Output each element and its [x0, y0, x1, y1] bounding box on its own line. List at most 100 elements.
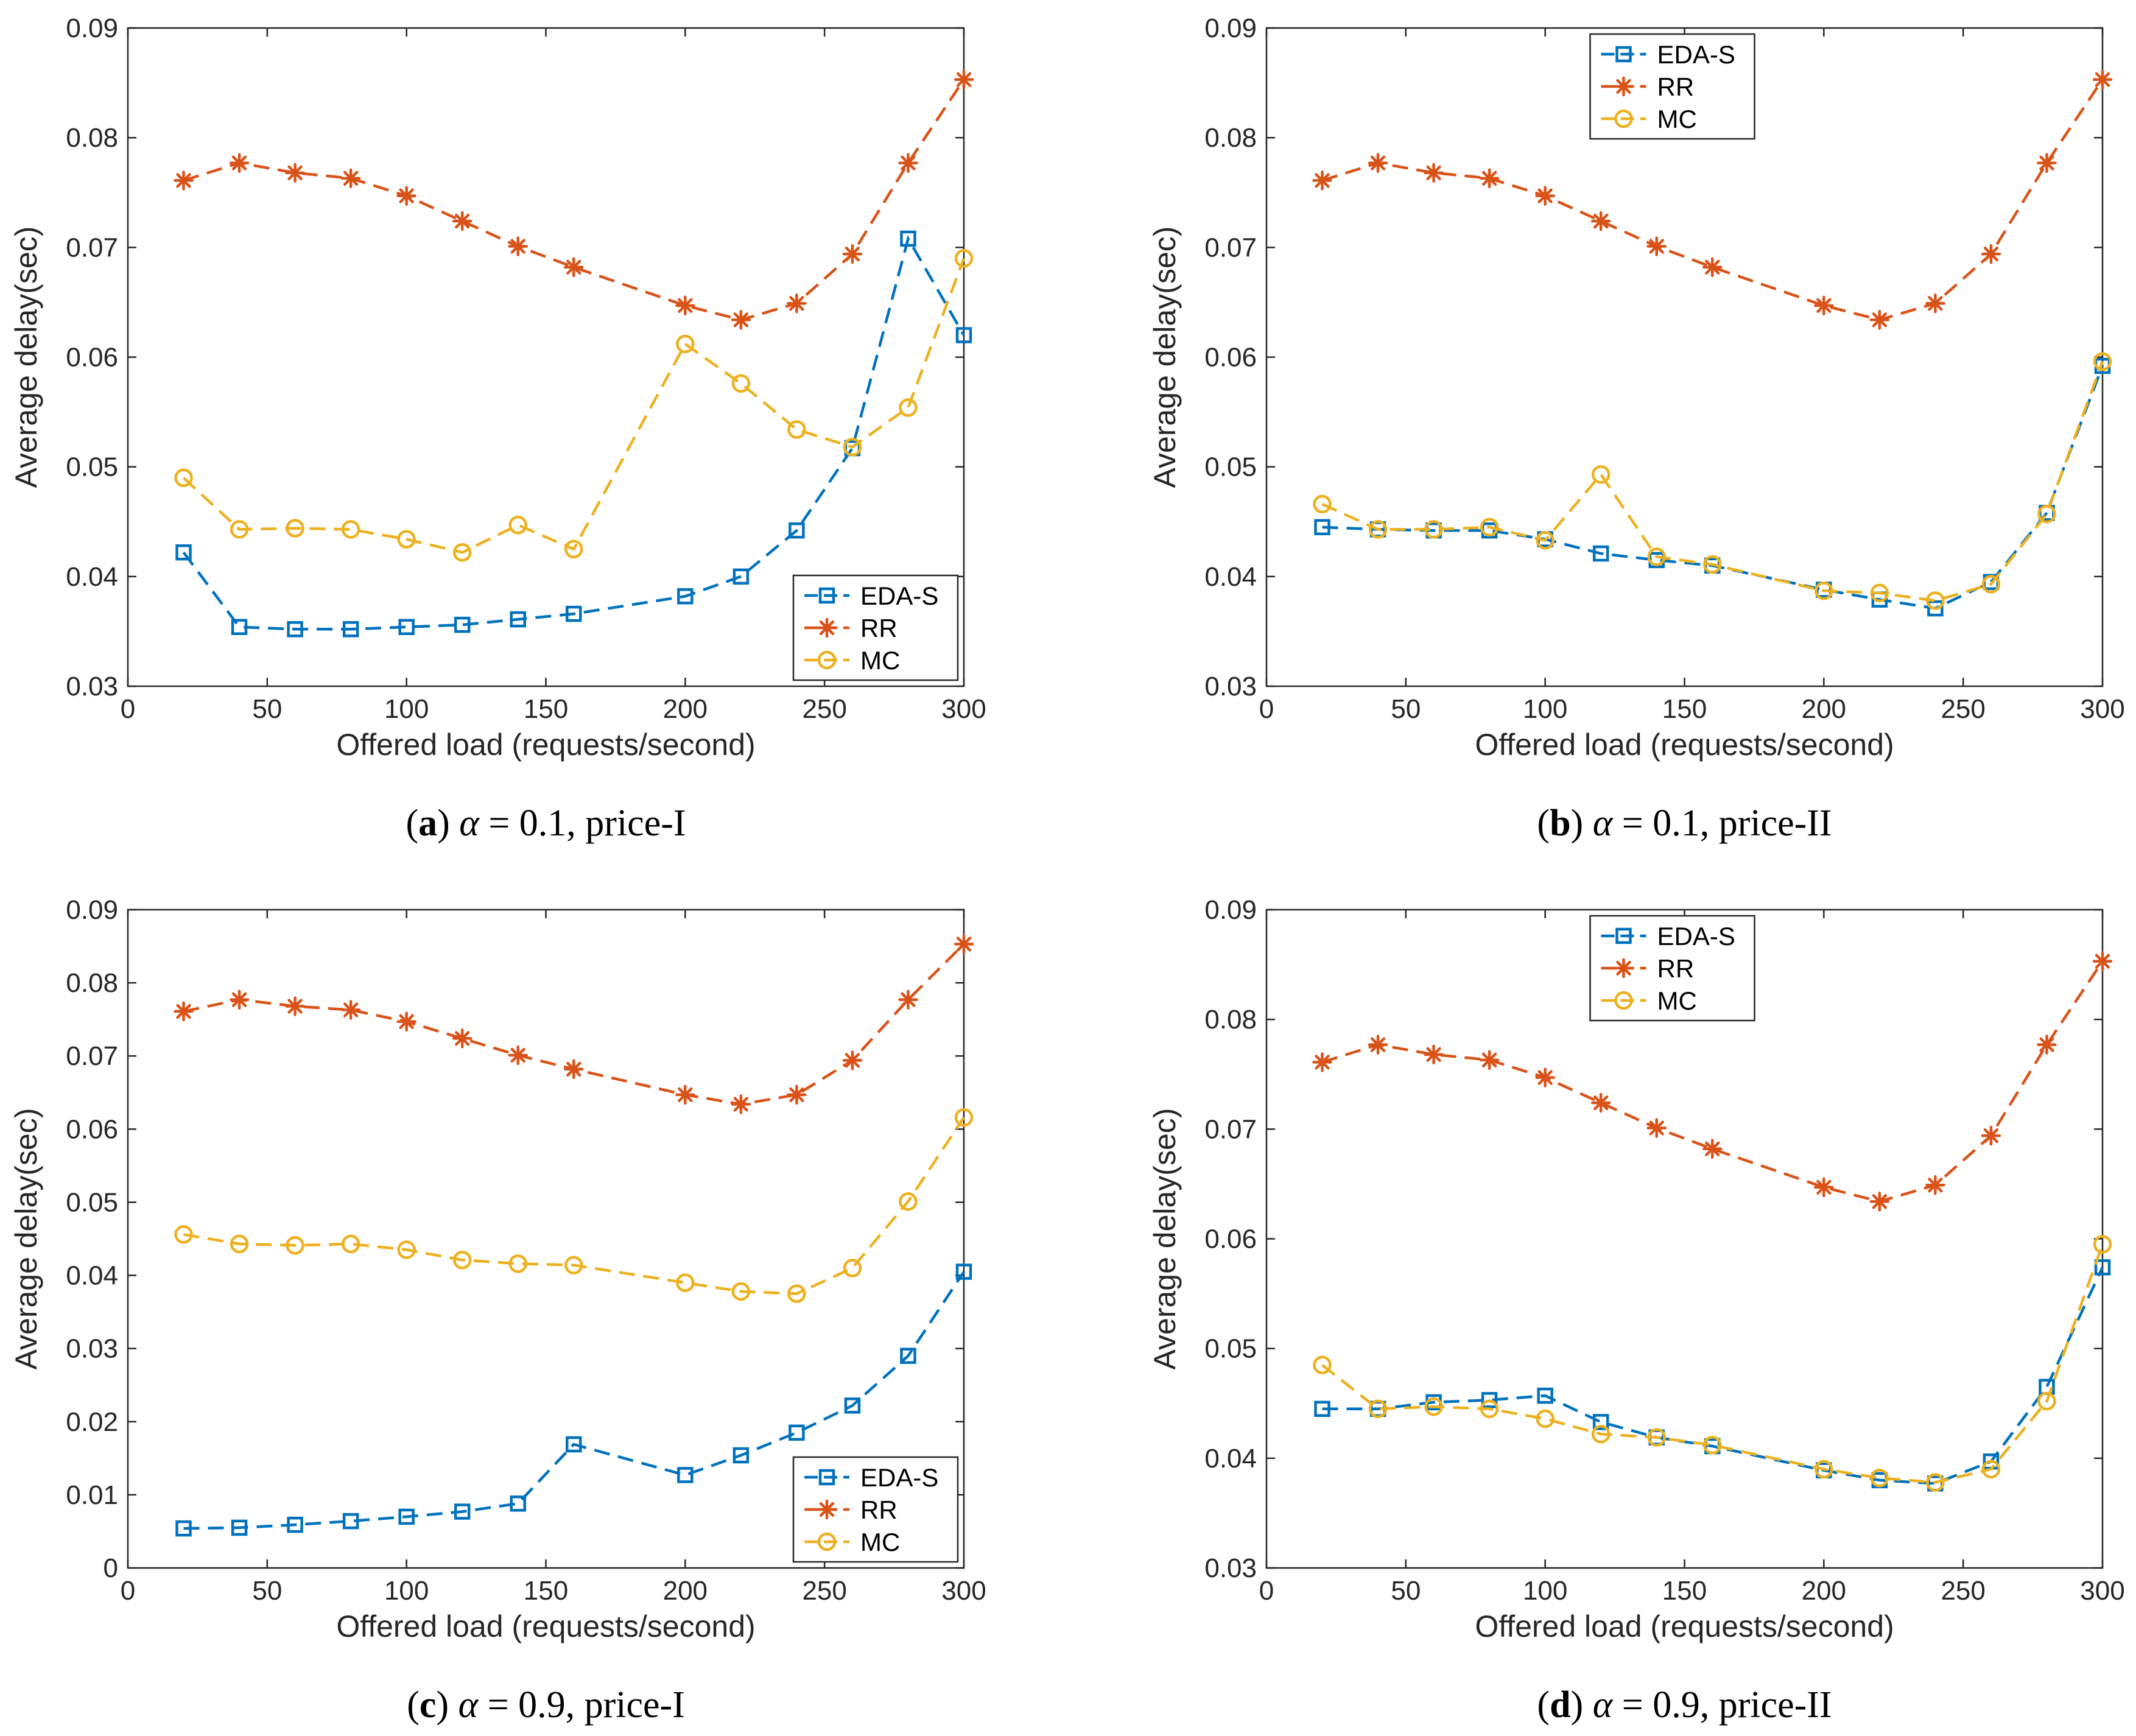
- data-point-rr: [1590, 1092, 1611, 1113]
- y-tick-label: 0.02: [66, 1407, 118, 1437]
- data-point-mc: [2093, 352, 2112, 371]
- legend-marker-eda-s: [818, 1469, 835, 1486]
- y-tick-label: 0.08: [66, 968, 118, 998]
- data-point-rr: [842, 244, 863, 264]
- series-line-mc: [183, 1116, 965, 1295]
- y-tick-label: 0.04: [66, 1261, 118, 1291]
- series-rr: [174, 934, 974, 1114]
- legend-label-mc: MC: [1657, 986, 1697, 1015]
- x-axis-label: Offered load (requests/second): [1475, 1609, 1894, 1643]
- data-point-eda-s: [1592, 545, 1609, 562]
- data-point-rr: [1869, 309, 1890, 330]
- data-point-mc: [787, 420, 806, 439]
- data-point-mc: [1870, 583, 1889, 603]
- series-line-eda-s: [182, 235, 965, 631]
- y-tick-label: 0.09: [66, 13, 118, 43]
- legend-marker-rr: [1614, 76, 1634, 97]
- data-point-mc: [899, 1192, 918, 1211]
- y-tick-label: 0.08: [1204, 1005, 1257, 1035]
- data-point-eda-s: [175, 544, 192, 561]
- y-tick-label: 0.05: [66, 452, 118, 482]
- data-point-mc: [1368, 520, 1388, 539]
- x-axis-label: Offered load (requests/second): [336, 1609, 755, 1643]
- data-point-mc: [1480, 518, 1499, 537]
- x-tick-label: 150: [1662, 1576, 1707, 1606]
- y-tick-label: 0.09: [1204, 895, 1257, 925]
- data-point-mc: [787, 1284, 806, 1303]
- data-point-mc: [452, 1251, 472, 1270]
- data-point-eda-s: [900, 1348, 916, 1364]
- data-point-eda-s: [231, 1519, 248, 1536]
- data-point-eda-s: [2094, 1259, 2111, 1276]
- data-point-rr: [1312, 1052, 1332, 1072]
- chart-panel-a: 0 50 100 150 200 250 300 0.03 0.04 0.05 0.06 0.07 0.…: [9, 13, 986, 844]
- data-point-rr: [1646, 1118, 1667, 1138]
- data-point-rr: [1368, 153, 1388, 173]
- data-point-mc: [397, 530, 416, 549]
- data-point-rr: [2037, 1035, 2057, 1055]
- data-point-mc: [564, 1256, 583, 1274]
- x-tick-label: 0: [121, 694, 135, 724]
- series-mc: [174, 249, 974, 562]
- x-tick-label: 150: [524, 694, 568, 724]
- y-tick-label: 0.07: [66, 233, 118, 262]
- y-tick-label: 0.04: [1204, 1444, 1257, 1474]
- data-point-mc: [1591, 465, 1611, 484]
- y-axis-label: Average delay(sec): [1148, 227, 1182, 488]
- data-point-mc: [2037, 504, 2056, 524]
- y-tick-label: 0.09: [1204, 13, 1257, 43]
- legend-marker-mc: [1614, 991, 1633, 1010]
- x-tick-label: 300: [2080, 694, 2124, 724]
- data-point-mc: [286, 1236, 304, 1255]
- data-point-mc: [1647, 547, 1666, 566]
- y-tick-label: 0.07: [1204, 233, 1257, 262]
- data-point-eda-s: [1314, 1400, 1330, 1418]
- x-tick-label: 250: [1941, 1576, 1985, 1606]
- data-point-rr: [2037, 153, 2057, 173]
- y-tick-label: 0.05: [1204, 452, 1257, 482]
- data-point-mc: [174, 1225, 193, 1244]
- y-tick-label: 0.04: [66, 562, 118, 592]
- data-point-eda-s: [510, 611, 526, 628]
- data-point-rr: [1424, 163, 1444, 183]
- data-point-mc: [1591, 1424, 1611, 1444]
- data-point-rr: [1702, 1139, 1723, 1159]
- data-point-eda-s: [454, 1503, 471, 1520]
- data-point-rr: [1981, 244, 2001, 264]
- legend-label-rr: RR: [860, 1495, 898, 1524]
- data-point-mc: [286, 519, 304, 538]
- y-tick-label: 0.06: [66, 1114, 118, 1144]
- data-point-eda-s: [955, 327, 972, 343]
- x-tick-label: 300: [941, 694, 986, 724]
- series-rr: [1312, 69, 2113, 330]
- series-line-mc: [1321, 1243, 2104, 1484]
- data-point-eda-s: [1537, 1387, 1553, 1404]
- y-tick-label: 0.08: [1204, 123, 1257, 153]
- data-point-eda-s: [175, 1520, 192, 1537]
- data-point-rr: [2092, 69, 2113, 90]
- x-tick-label: 200: [1802, 1576, 1846, 1606]
- legend-marker-rr: [817, 1499, 837, 1520]
- data-point-mc: [1647, 1428, 1666, 1447]
- y-tick-label: 0.08: [66, 123, 118, 153]
- data-point-eda-s: [342, 621, 359, 638]
- data-point-mc: [1480, 1399, 1499, 1419]
- data-point-eda-s: [287, 621, 303, 638]
- data-point-rr: [340, 168, 361, 189]
- x-tick-label: 250: [1941, 694, 1985, 724]
- data-point-eda-s: [732, 568, 750, 585]
- data-point-rr: [1925, 293, 1945, 314]
- x-tick-label: 100: [1523, 694, 1567, 724]
- data-point-rr: [675, 295, 695, 316]
- data-point-mc: [1313, 1355, 1332, 1374]
- chart-panel-b: 0 50 100 150 200 250 300 0.03 0.04 0.05 0.06 0.07 0.…: [1148, 13, 2125, 844]
- data-point-mc: [1703, 555, 1722, 574]
- data-point-mc: [2093, 1235, 2112, 1254]
- data-point-mc: [731, 1282, 751, 1301]
- data-point-rr: [787, 1084, 807, 1105]
- series-mc: [1313, 1235, 2112, 1492]
- x-tick-label: 50: [252, 694, 282, 724]
- series-rr: [174, 69, 974, 330]
- data-point-mc: [508, 1254, 527, 1273]
